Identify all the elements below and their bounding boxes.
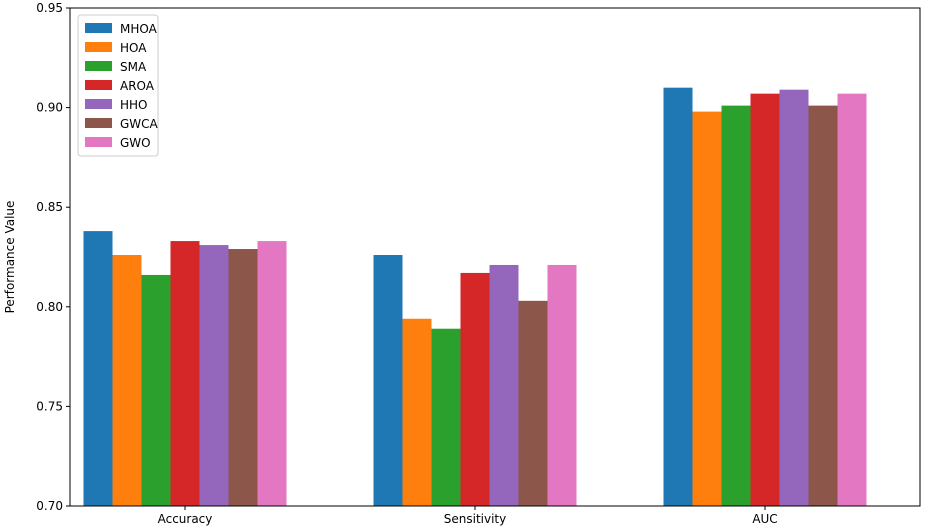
bar-hoa-sensitivity bbox=[402, 318, 432, 506]
x-axis: Accuracy Sensitivity AUC bbox=[158, 506, 778, 526]
legend-label-gwca: GWCA bbox=[120, 117, 159, 131]
bar-mhoa-auc bbox=[663, 87, 693, 507]
bar-aroa-auc bbox=[750, 93, 780, 506]
bar-hoa-accuracy bbox=[112, 255, 142, 506]
legend-swatch-aroa bbox=[85, 80, 112, 90]
bar-hoa-auc bbox=[692, 111, 722, 507]
y-axis-label: Performance Value bbox=[3, 201, 17, 314]
bar-gwo-auc bbox=[837, 93, 867, 506]
bar-sma-accuracy bbox=[141, 274, 171, 506]
legend-swatch-gwca bbox=[85, 118, 112, 128]
bar-gwca-auc bbox=[808, 105, 838, 506]
legend-swatch-mhoa bbox=[85, 23, 112, 33]
legend-swatch-sma bbox=[85, 61, 112, 71]
legend-swatch-hoa bbox=[85, 42, 112, 52]
y-tick-label: 0.90 bbox=[36, 101, 63, 115]
bar-gwo-sensitivity bbox=[547, 264, 577, 506]
bar-gwca-accuracy bbox=[228, 249, 258, 507]
plot-frame bbox=[69, 7, 921, 507]
y-tick-label: 0.80 bbox=[36, 300, 63, 314]
legend-label-hho: HHO bbox=[120, 98, 148, 112]
x-tick-label: Sensitivity bbox=[444, 512, 506, 526]
legend-label-gwo: GWO bbox=[120, 136, 151, 150]
y-axis: 0.70 0.75 0.80 0.85 0.90 0.95 bbox=[36, 1, 70, 513]
y-tick-label: 0.75 bbox=[36, 399, 63, 413]
bars-group bbox=[83, 87, 867, 507]
bar-gwo-accuracy bbox=[257, 241, 287, 506]
x-tick-label: AUC bbox=[752, 512, 777, 526]
legend-label-sma: SMA bbox=[120, 60, 147, 74]
x-tick-label: Accuracy bbox=[158, 512, 213, 526]
bar-mhoa-sensitivity bbox=[373, 255, 403, 506]
bar-hho-accuracy bbox=[199, 245, 229, 506]
y-tick-label: 0.85 bbox=[36, 200, 63, 214]
bar-mhoa-accuracy bbox=[83, 231, 113, 506]
y-tick-label: 0.70 bbox=[36, 499, 63, 513]
legend-label-hoa: HOA bbox=[120, 41, 147, 55]
legend-label-mhoa: MHOA bbox=[120, 22, 158, 36]
bar-hho-auc bbox=[779, 89, 809, 506]
bar-sma-auc bbox=[721, 105, 751, 506]
bar-hho-sensitivity bbox=[489, 264, 519, 506]
bar-aroa-sensitivity bbox=[460, 272, 490, 506]
bar-gwca-sensitivity bbox=[518, 300, 548, 506]
y-tick-label: 0.95 bbox=[36, 1, 63, 15]
legend: MHOA HOA SMA AROA HHO GWCA GWO bbox=[77, 14, 159, 157]
legend-swatch-gwo bbox=[85, 137, 112, 147]
bar-aroa-accuracy bbox=[170, 241, 200, 506]
bar-sma-sensitivity bbox=[431, 328, 461, 506]
legend-label-aroa: AROA bbox=[120, 79, 155, 93]
legend-swatch-hho bbox=[85, 99, 112, 109]
